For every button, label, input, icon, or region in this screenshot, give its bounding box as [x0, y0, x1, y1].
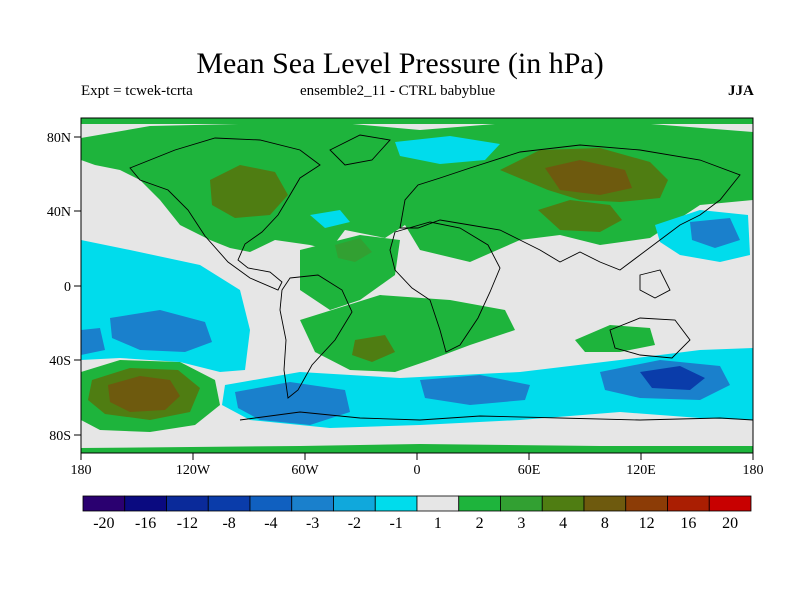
y-tick-label: 40N [47, 205, 71, 220]
y-tick-label: 40S [49, 354, 71, 369]
dateline-negative-core [81, 328, 105, 355]
colorbar-swatch [82, 495, 126, 512]
colorbar-swatch [374, 495, 418, 512]
map-title: Mean Sea Level Pressure (in hPa) [196, 47, 604, 80]
colorbar-label: -16 [135, 515, 156, 532]
colorbar-label: -20 [93, 515, 114, 532]
atlantic-positive-region [300, 235, 400, 310]
colorbar-label: 8 [601, 515, 609, 532]
colorbar-label: 4 [559, 515, 567, 532]
north-atlantic-negative-region [310, 210, 350, 228]
contour-fields [81, 118, 753, 453]
colorbar-label: -1 [389, 515, 402, 532]
antarctic-positive-strip [81, 444, 753, 453]
x-tick-label: 120E [626, 463, 656, 478]
negative-anomaly-regions [81, 136, 753, 428]
east-pacific-negative-core [110, 310, 212, 352]
colorbar-label: 1 [434, 515, 442, 532]
colorbar-label: -2 [348, 515, 361, 532]
colorbar-swatch [207, 495, 251, 512]
eurasia-coast [399, 144, 741, 271]
colorbar-swatch [583, 495, 627, 512]
colorbar-swatch [249, 495, 293, 512]
colorbar-swatch [166, 495, 209, 512]
colorbar-label: -8 [222, 515, 235, 532]
maritime-continent-coast [639, 269, 671, 299]
south-pacific-core-inner [108, 376, 180, 412]
colorbar-label: 12 [639, 515, 655, 532]
colorbar-swatch [333, 495, 376, 512]
colorbar-swatch [667, 495, 710, 512]
south-atlantic-core [352, 335, 395, 362]
colorbar-label: 16 [680, 515, 696, 532]
indian-ocean-positive-region [575, 325, 655, 352]
antarctica-coast [239, 411, 753, 421]
africa-coast [389, 221, 501, 353]
south-atlantic-negative-core [420, 375, 530, 405]
colorbar-swatch [500, 495, 543, 512]
north-america-coast [129, 137, 321, 291]
siberia-core-inner [545, 160, 632, 195]
arctic-negative-region [395, 136, 500, 164]
experiment-label: Expt = tcwek-tcrta [81, 83, 193, 99]
south-indian-negative-core-inner [640, 366, 705, 390]
colorbar-label: 20 [722, 515, 738, 532]
x-tick-label: 0 [414, 463, 421, 478]
y-tick-label: 80S [49, 429, 71, 444]
colorbar-swatch [458, 495, 501, 512]
coastlines [129, 134, 753, 421]
australia-coast [609, 317, 691, 359]
y-tick-label: 0 [64, 280, 71, 295]
colorbar-swatch [291, 495, 334, 512]
colorbar-swatch [124, 495, 167, 512]
colorbar-swatch [541, 495, 585, 512]
x-tick-label: 180 [743, 463, 764, 478]
colorbar-label: -12 [177, 515, 198, 532]
colorbar-swatch [416, 495, 460, 512]
ensemble-label: ensemble2_11 - CTRL babyblue [300, 83, 496, 99]
south-america-coast [279, 274, 353, 399]
y-axis: 80N 40N 0 40S 80S [47, 131, 81, 444]
y-tick-label: 80N [47, 131, 71, 146]
central-asia-core-outer [538, 200, 622, 232]
colorbar-swatch [625, 495, 668, 512]
colorbar-label: 3 [517, 515, 525, 532]
colorbar-label: -4 [264, 515, 277, 532]
north-america-core-outer [210, 165, 288, 218]
x-tick-label: 60E [518, 463, 541, 478]
atlantic-core [335, 238, 372, 262]
greenland-coast [329, 134, 391, 166]
colorbar-swatch [708, 495, 752, 512]
positive-core-regions [88, 148, 668, 420]
arctic-positive-strip [81, 118, 753, 124]
north-pacific-negative-core [690, 218, 740, 248]
x-tick-label: 60W [291, 463, 319, 478]
colorbar-label: 2 [476, 515, 484, 532]
colorbar-label: -3 [306, 515, 319, 532]
x-tick-label: 180 [71, 463, 92, 478]
x-axis: 180 120W 60W 0 60E 120E 180 [71, 453, 764, 478]
season-label: JJA [728, 83, 754, 99]
x-tick-label: 120W [176, 463, 211, 478]
colorbar: -20 -16 -12 -8 -4 -3 -2 -1 1 2 3 4 8 12 16 20 [82, 495, 752, 532]
